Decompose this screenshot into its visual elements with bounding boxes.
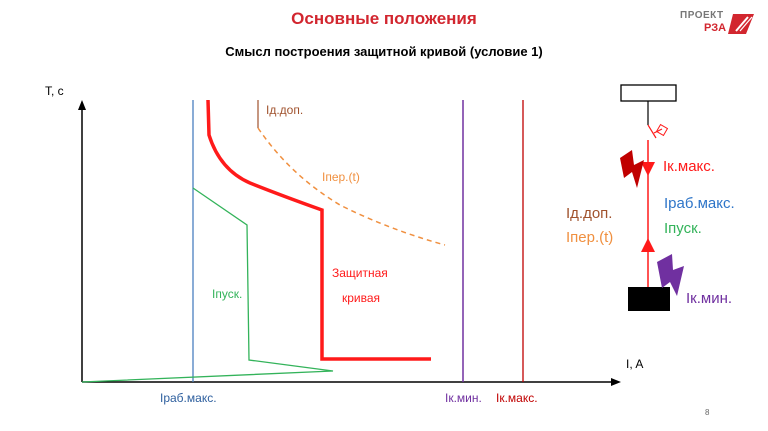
ipusk-curve <box>81 187 334 383</box>
schematic-iper-label: Iпер.(t) <box>566 229 614 246</box>
y-axis <box>78 100 86 382</box>
protection-curve-label-1: Защитная <box>332 266 388 280</box>
x-tick-irab: Iраб.макс. <box>160 391 217 405</box>
iper-curve <box>257 127 446 246</box>
fault-min-lightning-icon <box>657 254 684 296</box>
schematic-ikmax-label: Iк.макс. <box>663 158 715 175</box>
ipusk-curve-label: Iпуск. <box>212 287 243 301</box>
x-axis-label: I, A <box>626 357 644 371</box>
page-title: Основные положения <box>291 9 477 28</box>
id-dop-curve-label: Iд.доп. <box>266 103 304 117</box>
ikmax-arrow-icon <box>641 162 655 176</box>
busbar-rect <box>620 84 677 102</box>
schematic-ipusk-label: Iпуск. <box>664 220 702 237</box>
schematic-id-dop-label: Iд.доп. <box>566 205 613 222</box>
protection-curve-label-2: кривая <box>342 291 381 305</box>
x-tick-ikmax: Iк.макс. <box>496 391 538 405</box>
fault-lightning-icon <box>620 150 644 188</box>
schematic-ikmin-label: Iк.мин. <box>686 290 733 307</box>
y-axis-label: T, с <box>45 84 64 98</box>
page-number: 8 <box>705 408 710 417</box>
x-tick-ikmin: Iк.мин. <box>445 391 482 405</box>
load-rect <box>628 287 670 311</box>
x-axis <box>82 378 621 386</box>
page-subtitle: Смысл построения защитной кривой (услови… <box>225 44 543 59</box>
ipusk-arrow-icon <box>641 238 655 252</box>
protection-curve <box>206 99 431 361</box>
iper-curve-label: Iпер.(t) <box>322 170 360 184</box>
logo-emblem-icon <box>728 14 754 34</box>
logo-text-rza: РЗА <box>704 22 727 34</box>
schematic-irab-label: Iраб.макс. <box>664 195 735 212</box>
logo-text-proekt: ПРОЕКТ <box>680 10 724 21</box>
disconnector-icon <box>647 123 669 139</box>
